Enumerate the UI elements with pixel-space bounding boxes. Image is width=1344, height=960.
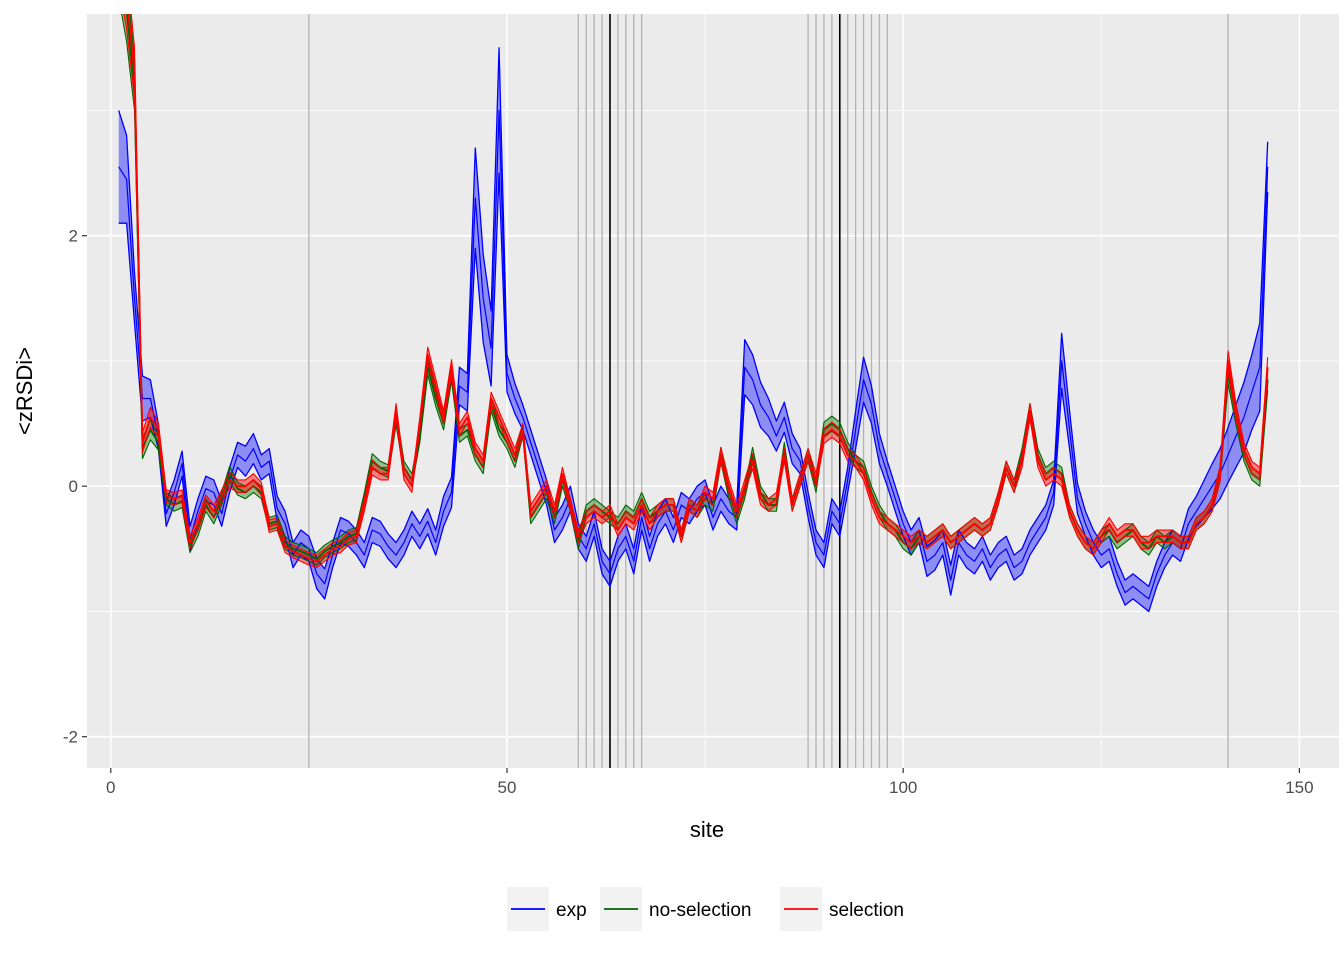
y-tick-label: 0: [69, 477, 78, 496]
grid-major: [87, 14, 1339, 768]
x-tick-label: 100: [889, 778, 917, 797]
band-upper-selection: [130, 14, 1269, 556]
reference-vlines: [308, 14, 1229, 768]
legend-label-selection: selection: [829, 900, 904, 921]
confidence-bands: [118, 14, 1268, 612]
band-lower-selection: [123, 14, 1269, 569]
x-tick-label: 0: [106, 778, 115, 797]
series-lines: [118, 14, 1269, 613]
y-tick-label: 2: [69, 227, 78, 246]
grid-minor: [87, 14, 1339, 768]
y-axis-ticks: -2 0 2: [63, 227, 87, 747]
band-exp: [118, 47, 1268, 612]
legend-label-exp: exp: [556, 900, 587, 921]
x-axis-title: site: [690, 817, 724, 842]
legend-label-no-selection: no-selection: [649, 900, 751, 921]
y-axis-title: <zRSDi>: [12, 347, 37, 435]
legend: exp no-selection selection: [507, 887, 904, 931]
band-upper-exp: [118, 47, 1269, 588]
line-selection: [127, 14, 1269, 563]
x-tick-label: 150: [1285, 778, 1313, 797]
x-axis-ticks: 0 50 100 150: [106, 768, 1314, 797]
y-tick-label: -2: [63, 728, 78, 747]
plot-background: [87, 14, 1339, 768]
x-tick-label: 50: [498, 778, 517, 797]
